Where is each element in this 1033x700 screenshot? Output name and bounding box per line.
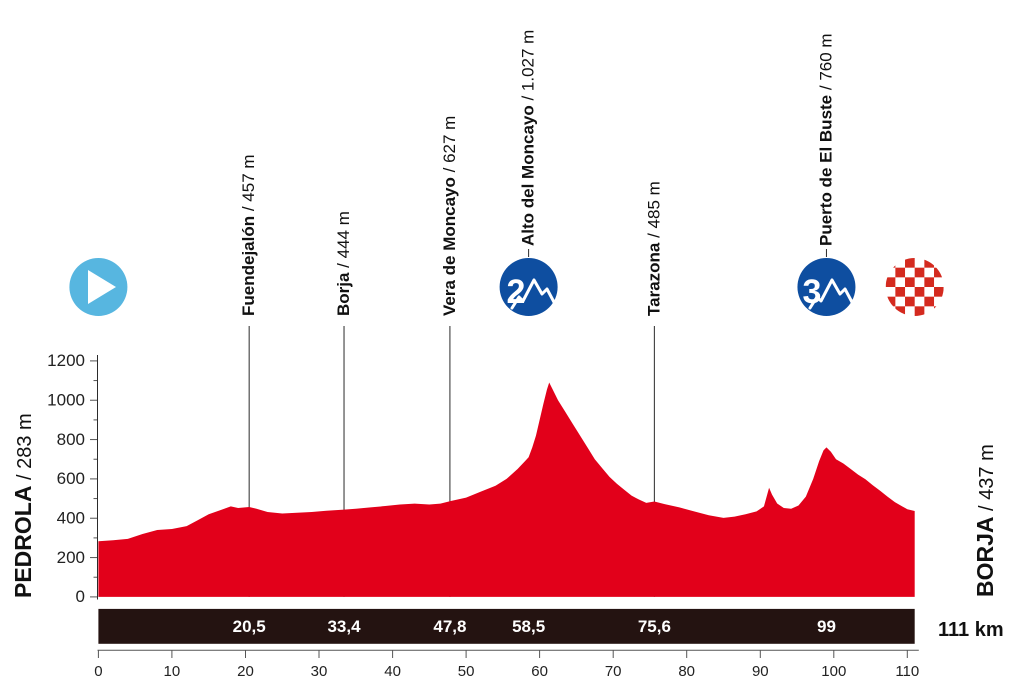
svg-text:Fuendejalón / 457 m: Fuendejalón / 457 m bbox=[239, 154, 258, 316]
svg-text:99: 99 bbox=[817, 617, 836, 636]
svg-text:50: 50 bbox=[458, 663, 475, 680]
svg-text:Alto del Moncayo / 1.027 m: Alto del Moncayo / 1.027 m bbox=[519, 30, 538, 246]
svg-text:20,5: 20,5 bbox=[233, 617, 266, 636]
svg-text:600: 600 bbox=[57, 469, 85, 488]
svg-text:30: 30 bbox=[311, 663, 328, 680]
svg-text:33,4: 33,4 bbox=[327, 617, 361, 636]
svg-text:1000: 1000 bbox=[47, 391, 85, 410]
svg-text:111 km: 111 km bbox=[938, 619, 1004, 641]
svg-text:Puerto de El Buste / 760 m: Puerto de El Buste / 760 m bbox=[816, 33, 835, 246]
svg-text:40: 40 bbox=[384, 663, 401, 680]
svg-text:75,6: 75,6 bbox=[638, 617, 671, 636]
svg-text:2: 2 bbox=[507, 273, 526, 311]
svg-text:70: 70 bbox=[605, 663, 622, 680]
svg-text:110: 110 bbox=[895, 663, 919, 680]
svg-text:Tarazona / 485 m: Tarazona / 485 m bbox=[644, 181, 663, 316]
svg-text:0: 0 bbox=[94, 663, 102, 680]
svg-text:400: 400 bbox=[57, 509, 85, 528]
svg-text:58,5: 58,5 bbox=[512, 617, 545, 636]
svg-text:PEDROLA / 283 m: PEDROLA / 283 m bbox=[10, 413, 36, 598]
svg-text:90: 90 bbox=[752, 663, 769, 680]
svg-text:800: 800 bbox=[57, 430, 85, 449]
svg-text:20: 20 bbox=[237, 663, 254, 680]
svg-text:80: 80 bbox=[678, 663, 695, 680]
svg-text:0: 0 bbox=[76, 587, 85, 606]
svg-text:10: 10 bbox=[164, 663, 181, 680]
svg-text:1200: 1200 bbox=[47, 351, 85, 370]
svg-text:60: 60 bbox=[531, 663, 548, 680]
svg-text:BORJA / 437 m: BORJA / 437 m bbox=[972, 444, 998, 597]
svg-text:100: 100 bbox=[821, 663, 846, 680]
svg-text:200: 200 bbox=[57, 548, 85, 567]
svg-text:Vera de Moncayo / 627 m: Vera de Moncayo / 627 m bbox=[440, 116, 459, 316]
svg-text:47,8: 47,8 bbox=[433, 617, 466, 636]
svg-text:Borja / 444 m: Borja / 444 m bbox=[334, 211, 353, 316]
